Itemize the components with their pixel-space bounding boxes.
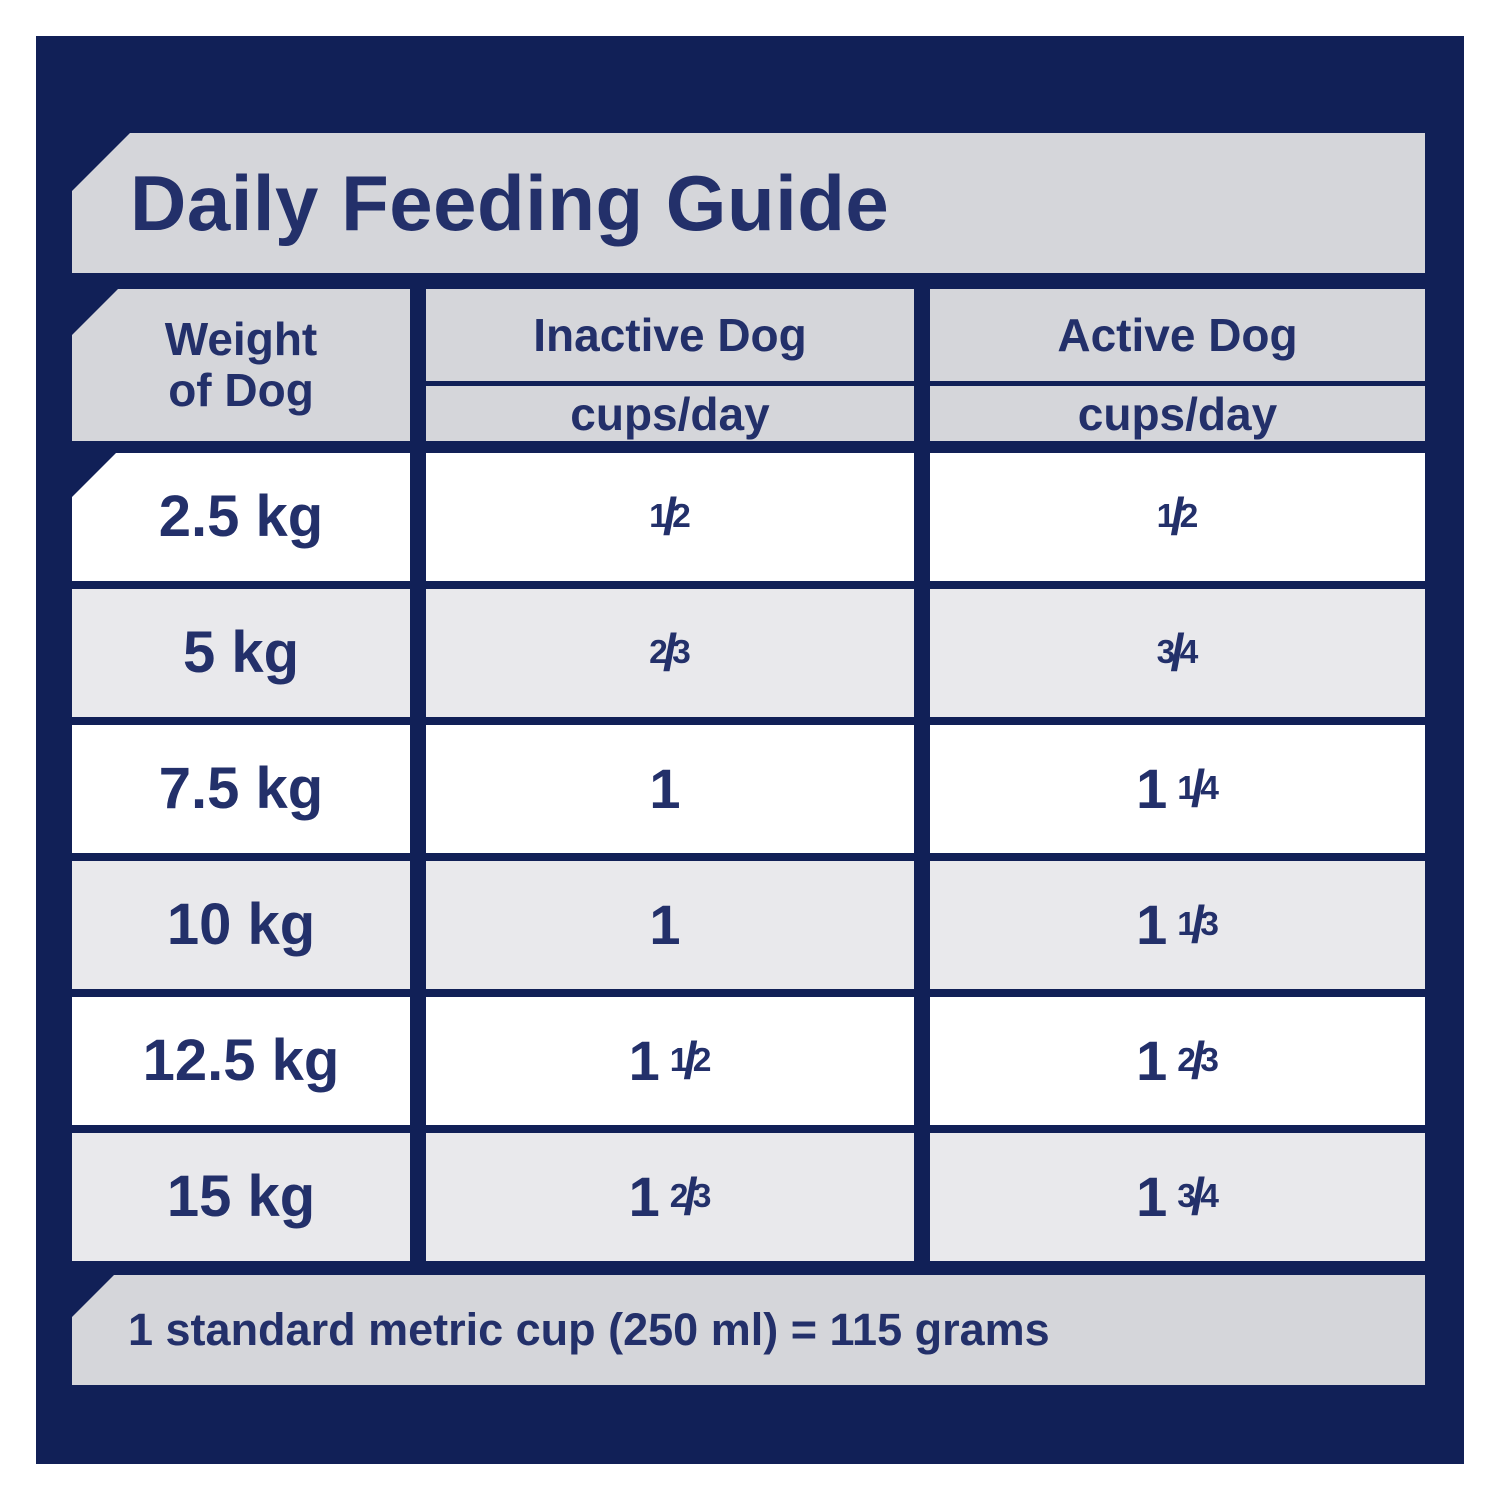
inactive-cell-row5: 1 1/2: [426, 997, 914, 1125]
weight-cell-row3: 7.5 kg: [72, 725, 410, 853]
value-numerator: 3: [1177, 1178, 1196, 1216]
fraction-slash: /: [662, 487, 678, 546]
value-denominator: 4: [1179, 634, 1199, 672]
weight-header-line1: Weight: [164, 313, 318, 366]
value-whole: 1: [649, 893, 681, 956]
fraction-slash: /: [683, 1167, 698, 1226]
value-whole: 1: [1136, 1029, 1168, 1092]
fraction-slash: /: [662, 623, 678, 682]
title-band: Daily Feeding Guide: [72, 133, 1425, 273]
weight-value: 7.5 kg: [158, 756, 324, 821]
fraction-slash: /: [1190, 895, 1206, 954]
active-column-unit: cups/day: [1077, 387, 1278, 440]
value-denominator: 3: [1200, 1042, 1219, 1080]
active-cell-row6: 1 3/4: [930, 1133, 1425, 1261]
value-numerator: 2: [649, 634, 668, 672]
value-denominator: 4: [1200, 1178, 1219, 1216]
value-denominator: 3: [692, 1178, 712, 1216]
value-numerator: 1: [1156, 498, 1176, 536]
fraction-slash: /: [1190, 759, 1206, 818]
fraction-slash: /: [1190, 1031, 1206, 1090]
weight-cell-row4: 10 kg: [72, 861, 410, 989]
value-numerator: 3: [1156, 634, 1176, 672]
table-header: Weight of Dog Inactive Dog cups/day Acti…: [72, 289, 1425, 441]
footnote-text: 1 standard metric cup (250 ml) = 115 gra…: [128, 1304, 1050, 1355]
weight-cell-row5: 12.5 kg: [72, 997, 410, 1125]
inactive-cell-row1: 1/2: [426, 453, 914, 581]
inactive-column-header: Inactive Dog cups/day: [426, 289, 914, 441]
page-title: Daily Feeding Guide: [130, 159, 890, 247]
fraction-slash: /: [1190, 1167, 1206, 1226]
weight-value: 2.5 kg: [158, 484, 324, 549]
value-whole: 1: [1136, 1165, 1168, 1228]
value-denominator: 3: [672, 634, 691, 672]
value-whole: 1: [649, 757, 681, 820]
active-column-header: Active Dog cups/day: [930, 289, 1425, 441]
weight-cell-row1: 2.5 kg: [72, 453, 410, 581]
active-column-title: Active Dog: [930, 289, 1425, 386]
footnote-band: 1 standard metric cup (250 ml) = 115 gra…: [72, 1275, 1425, 1385]
value-numerator: 1: [669, 1042, 689, 1080]
value-denominator: 3: [1200, 906, 1219, 944]
active-cell-row2: 3/4: [930, 589, 1425, 717]
value-whole: 1: [628, 1029, 660, 1092]
value-denominator: 4: [1200, 770, 1219, 808]
weight-cell-row2: 5 kg: [72, 589, 410, 717]
value-numerator: 1: [1177, 770, 1196, 808]
value-denominator: 2: [692, 1042, 712, 1080]
inactive-column-unit: cups/day: [570, 387, 770, 440]
value-numerator: 1: [1177, 906, 1196, 944]
weight-value: 10 kg: [166, 892, 316, 957]
value-whole: 1: [1136, 893, 1168, 956]
weight-header-line2: of Dog: [168, 364, 314, 416]
value-denominator: 2: [672, 498, 691, 536]
fraction-slash: /: [683, 1031, 698, 1090]
fraction-slash: /: [1170, 623, 1185, 682]
value-denominator: 2: [1179, 498, 1199, 536]
table-body: 2.5 kg 1/2 1/2 5 kg 2/3 3/4 7.5 kg 1 1 1/…: [72, 453, 1425, 1261]
value-whole: 1: [628, 1165, 660, 1228]
value-numerator: 1: [649, 498, 668, 536]
active-cell-row4: 1 1/3: [930, 861, 1425, 989]
inactive-cell-row2: 2/3: [426, 589, 914, 717]
weight-column-header: Weight of Dog: [72, 289, 410, 441]
active-cell-row3: 1 1/4: [930, 725, 1425, 853]
weight-value: 12.5 kg: [142, 1028, 340, 1093]
weight-value: 5 kg: [182, 620, 300, 685]
active-cell-row1: 1/2: [930, 453, 1425, 581]
inactive-column-title: Inactive Dog: [426, 289, 914, 386]
inactive-cell-row4: 1: [426, 861, 914, 989]
weight-value: 15 kg: [166, 1164, 316, 1229]
value-whole: 1: [1136, 757, 1168, 820]
active-cell-row5: 1 2/3: [930, 997, 1425, 1125]
fraction-slash: /: [1170, 487, 1185, 546]
weight-cell-row6: 15 kg: [72, 1133, 410, 1261]
value-numerator: 2: [1177, 1042, 1196, 1080]
inactive-cell-row6: 1 2/3: [426, 1133, 914, 1261]
inactive-cell-row3: 1: [426, 725, 914, 853]
value-numerator: 2: [669, 1178, 689, 1216]
